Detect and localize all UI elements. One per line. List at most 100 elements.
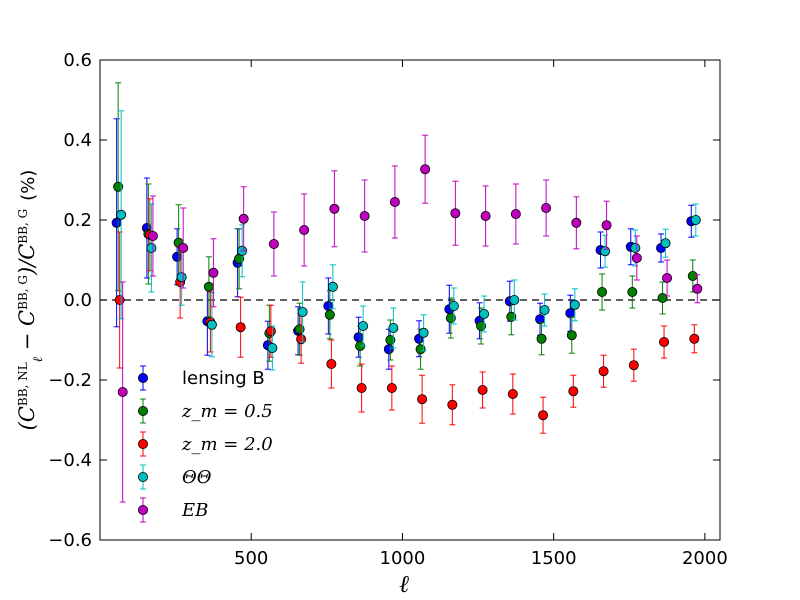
data-point — [598, 366, 609, 377]
data-point — [541, 202, 552, 213]
data-point — [689, 333, 700, 344]
data-point — [659, 336, 670, 347]
data-point — [299, 224, 310, 235]
data-point — [383, 344, 394, 355]
data-point — [326, 358, 337, 369]
data-point — [476, 320, 487, 331]
data-point — [116, 209, 127, 220]
x-tick-label: 2000 — [682, 548, 728, 569]
data-point — [568, 386, 579, 397]
legend-item-0: lensing B — [137, 365, 265, 391]
data-point — [146, 242, 157, 253]
data-point — [539, 304, 550, 315]
data-point — [178, 242, 189, 253]
data-point — [418, 327, 429, 338]
legend-label: z_m = 0.5 — [181, 401, 273, 422]
legend-label: z_m = 2.0 — [181, 434, 273, 455]
x-tick-label: 500 — [234, 548, 268, 569]
data-point — [597, 286, 608, 297]
legend-marker — [137, 405, 148, 416]
data-point — [353, 332, 364, 343]
data-point — [113, 181, 124, 192]
data-point — [415, 344, 426, 355]
data-point — [147, 230, 158, 241]
data-point — [480, 210, 491, 221]
data-point — [356, 382, 367, 393]
data-point — [117, 386, 128, 397]
y-tick-label: 0.0 — [63, 290, 92, 311]
legend: lensing B z_m = 0.5 z_m = 2.0 ΘΘ EB — [137, 365, 273, 523]
data-point — [324, 309, 335, 320]
x-tick-label: 1500 — [531, 548, 577, 569]
y-label-units: (%) — [18, 170, 39, 201]
data-point — [297, 306, 308, 317]
data-point — [565, 308, 576, 319]
data-point — [538, 410, 549, 421]
y-tick-label: 0.2 — [63, 210, 92, 231]
data-point — [507, 388, 518, 399]
data-point — [388, 322, 399, 333]
y-label-minus: − C — [15, 310, 39, 357]
data-point — [386, 382, 397, 393]
data-point — [203, 281, 214, 292]
data-point — [479, 308, 490, 319]
y-tick-label: 0.4 — [63, 130, 92, 151]
legend-label: lensing B — [182, 368, 265, 389]
legend-marker — [137, 504, 148, 515]
x-tick-label: 1000 — [380, 548, 426, 569]
data-point — [420, 164, 431, 175]
data-point — [692, 283, 703, 294]
data-point — [294, 324, 305, 335]
data-point — [601, 220, 612, 231]
y-label-sup-g1: BB, G — [16, 275, 30, 310]
legend-item-1: z_m = 0.5 — [137, 398, 273, 424]
data-point — [235, 322, 246, 333]
data-point — [509, 294, 520, 305]
data-point — [660, 238, 671, 249]
legend-item-4: EB — [137, 497, 208, 523]
x-axis-label: ℓ — [399, 570, 409, 598]
legend-marker — [137, 471, 148, 482]
svg-text:(CBB, NLℓ − CBB, G)/CBB, G(%): (CBB, NLℓ − CBB, G)/CBB, G(%) — [15, 170, 46, 431]
y-tick-label: −0.6 — [48, 530, 92, 551]
data-point — [600, 246, 611, 257]
y-tick-label: −0.4 — [48, 450, 92, 471]
legend-item-2: z_m = 2.0 — [137, 431, 273, 457]
data-point — [566, 330, 577, 341]
data-point — [208, 267, 219, 278]
data-point — [631, 252, 642, 263]
data-point — [627, 286, 638, 297]
data-point — [536, 333, 547, 344]
data-point — [450, 208, 461, 219]
data-point — [448, 300, 459, 311]
data-point — [114, 294, 125, 305]
y-axis-label: (CBB, NLℓ − CBB, G)/CBB, G(%) — [15, 170, 46, 431]
data-point — [358, 320, 369, 331]
data-point — [445, 312, 456, 323]
data-point — [447, 399, 458, 410]
data-point — [630, 242, 641, 253]
legend-item-3: ΘΘ — [137, 464, 212, 490]
data-point — [690, 214, 701, 225]
data-point — [206, 319, 217, 330]
series-3 — [116, 110, 701, 371]
data-point — [385, 334, 396, 345]
data-point — [510, 208, 521, 219]
legend-label: EB — [181, 500, 208, 521]
data-point — [662, 272, 673, 283]
y-label-sup-g2: BB, G — [16, 209, 30, 244]
data-point — [359, 210, 370, 221]
data-point — [268, 238, 279, 249]
legend-marker — [137, 372, 148, 383]
data-point — [657, 292, 668, 303]
data-point — [238, 213, 249, 224]
data-point — [329, 203, 340, 214]
y-label-sup-nl: BB, NL — [16, 362, 30, 406]
y-label-close: )/C — [15, 244, 39, 276]
series-4 — [117, 134, 703, 503]
data-point — [569, 299, 580, 310]
data-point — [417, 394, 428, 405]
data-point — [327, 281, 338, 292]
plot-layer — [100, 82, 720, 503]
